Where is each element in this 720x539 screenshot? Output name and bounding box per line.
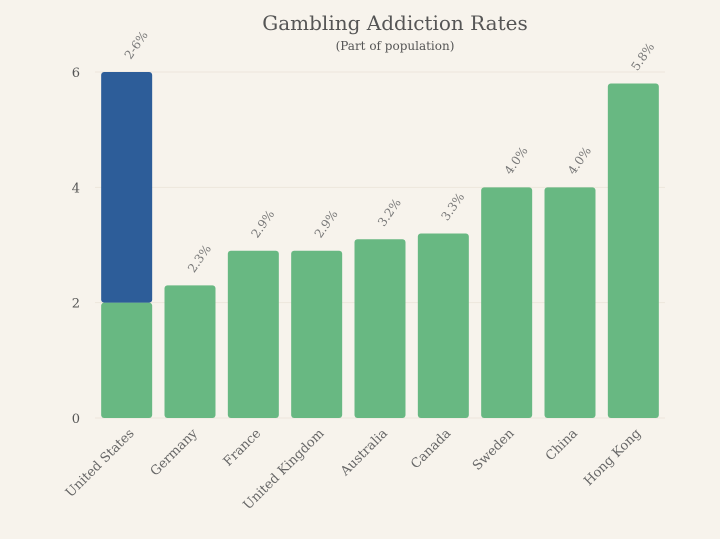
bar-range xyxy=(101,72,153,303)
x-tick-label: China xyxy=(543,426,581,464)
x-tick-label: Australia xyxy=(337,426,391,480)
data-label: 4.0% xyxy=(502,144,531,177)
chart-title: Gambling Addiction Rates xyxy=(262,11,527,35)
x-tick-label: France xyxy=(221,426,265,470)
y-tick-label: 6 xyxy=(72,66,80,81)
bar xyxy=(164,285,216,418)
bar xyxy=(481,187,533,418)
chart-subtitle: (Part of population) xyxy=(336,39,455,53)
bar xyxy=(544,187,596,418)
x-tick-label: Hong Kong xyxy=(581,426,644,489)
y-tick-label: 2 xyxy=(72,297,80,312)
x-tick-label: Germany xyxy=(148,426,202,480)
data-label: 2.9% xyxy=(312,207,341,240)
bar xyxy=(227,250,279,418)
data-label: 3.3% xyxy=(438,190,467,223)
data-label: 2.9% xyxy=(248,207,277,240)
data-label: 4.0% xyxy=(565,144,594,177)
x-tick-label: United States xyxy=(63,426,137,500)
bar xyxy=(291,250,343,418)
bar xyxy=(417,233,469,418)
bar xyxy=(354,239,406,418)
y-tick-label: 4 xyxy=(72,181,80,196)
bar xyxy=(101,302,153,418)
data-label: 5.8% xyxy=(628,40,657,73)
data-label: 2.3% xyxy=(185,242,214,275)
bar xyxy=(607,83,659,419)
data-label: 3.2% xyxy=(375,196,404,229)
y-tick-label: 0 xyxy=(72,412,80,427)
x-tick-label: Sweden xyxy=(470,426,518,474)
data-label: 2-6% xyxy=(122,29,151,62)
x-tick-label: Canada xyxy=(408,426,454,472)
